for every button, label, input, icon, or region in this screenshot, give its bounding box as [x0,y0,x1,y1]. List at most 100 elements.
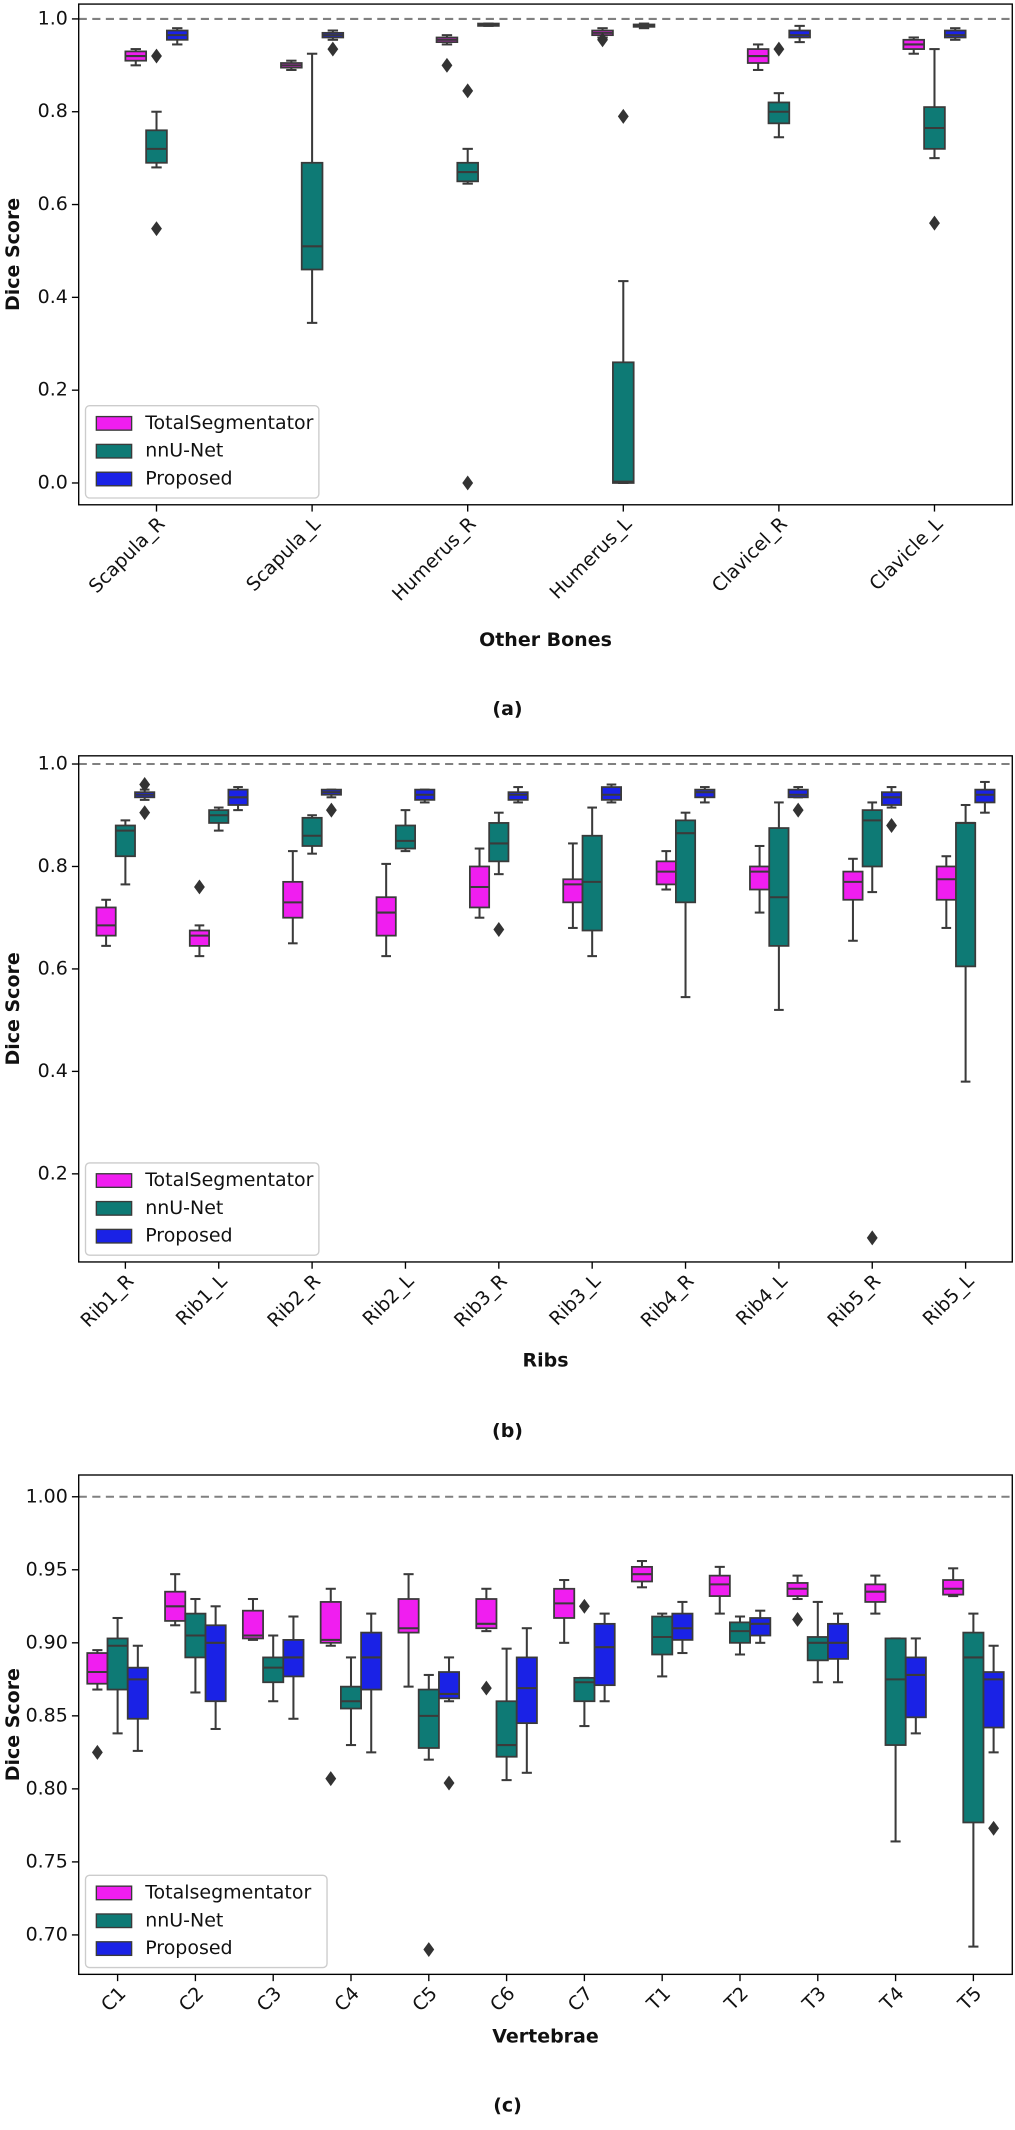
box [671,1612,694,1641]
outlier [578,1598,590,1614]
outlier [988,1820,1000,1836]
box [788,29,811,39]
box [728,1621,751,1644]
box [262,1656,285,1684]
legend-swatch [95,1228,133,1244]
outlier [462,83,474,99]
chart-panel: 0.2 0.4 0.6 0.8 1.0 Rib1_R Rib1_L Rib2_R Rib2_L R… [2,753,1013,1442]
box [475,1598,498,1630]
box [612,361,635,484]
x-tick-label: Scapula_L [242,513,325,596]
legend-label: nnU-Net [145,1909,223,1931]
legend-box [84,1162,320,1256]
plot-frame [78,755,1013,1263]
box [208,809,230,824]
box [655,860,677,886]
box [507,791,529,801]
legend-label: Proposed [145,468,232,490]
box [86,1652,109,1685]
x-tick-label: C1 [97,1983,130,2016]
x-tick-label: Clavicle_L [865,513,947,595]
box [942,1579,965,1596]
outlier [462,475,474,491]
y-tick-label: 0.4 [38,286,68,308]
legend-label: TotalSegmentator [144,412,313,434]
box [864,1583,887,1603]
outlier [91,1744,103,1760]
y-tick-label: 0.90 [26,1631,68,1653]
box [827,1622,850,1660]
x-tick-label: T3 [798,1983,831,2016]
y-tick-label: 0.6 [38,193,68,215]
box [904,1656,927,1719]
box [767,101,791,125]
outlier [866,1230,878,1246]
x-tick-label: Rib5_L [919,1270,979,1330]
outlier [151,48,162,64]
y-tick-label: 0.4 [38,1060,68,1082]
box [114,824,136,858]
legend-label: nnU-Net [145,1197,223,1219]
plot-frame [78,3,1013,506]
legend-label: nnU-Net [145,440,223,462]
box [562,878,584,904]
outlier [886,818,897,833]
box [935,865,957,901]
y-tick-label: 0.0 [38,471,68,493]
outlier [792,802,804,818]
legend-label: TotalSegmentator [144,1169,313,1191]
chart-panel: 0.70 0.75 0.80 0.85 0.90 0.95 1.00 C1 C2 C3 C4 C5 C6… [2,1474,1013,2116]
y-tick-label: 0.95 [26,1558,68,1580]
y-axis-label: Dice Score [2,198,24,311]
box [861,809,883,868]
box [600,786,622,801]
y-tick-label: 0.8 [38,100,68,122]
box [749,1617,772,1637]
outlier [493,922,505,937]
box [884,1637,907,1746]
x-tick-label: Scapula_R [85,513,170,598]
outlier [443,1775,455,1791]
outlier [151,221,162,237]
y-tick-label: 1.0 [38,7,68,29]
y-tick-label: 1.0 [38,753,68,775]
legend-box [84,405,320,499]
box [694,788,716,799]
x-tick-label: C5 [408,1983,441,2016]
y-tick-label: 0.80 [26,1777,68,1799]
y-tick-label: 0.85 [26,1704,68,1726]
legend-swatch [95,1913,133,1929]
legend-label: Proposed [145,1937,232,1959]
box [974,788,996,804]
caption: (a) [492,698,522,720]
x-axis-label: Vertebrae [492,2025,598,2047]
outlier [139,805,151,821]
outlier [480,1680,492,1696]
x-tick-label: C2 [175,1983,208,2016]
box [375,896,397,937]
caption: (b) [492,1420,523,1442]
box [241,1609,264,1640]
caption: (c) [493,2094,522,2116]
outlier [423,1942,435,1957]
legend-swatch [95,1941,133,1957]
box [106,1637,129,1691]
box [749,865,771,891]
box [962,1631,985,1824]
box [982,1671,1005,1729]
y-axis-label: Dice Score [2,1668,24,1781]
box [842,870,864,901]
box [188,929,210,947]
y-tick-label: 0.2 [38,379,68,401]
legend-box [84,1874,328,1969]
x-tick-label: C3 [253,1983,286,2016]
box [955,822,977,968]
box [126,1666,149,1720]
box [95,906,117,937]
x-tick-label: Rib5_R [823,1270,885,1332]
box [397,1598,420,1634]
outlier [597,32,608,48]
box [651,1615,674,1656]
box [438,1671,461,1700]
box [319,1601,342,1644]
